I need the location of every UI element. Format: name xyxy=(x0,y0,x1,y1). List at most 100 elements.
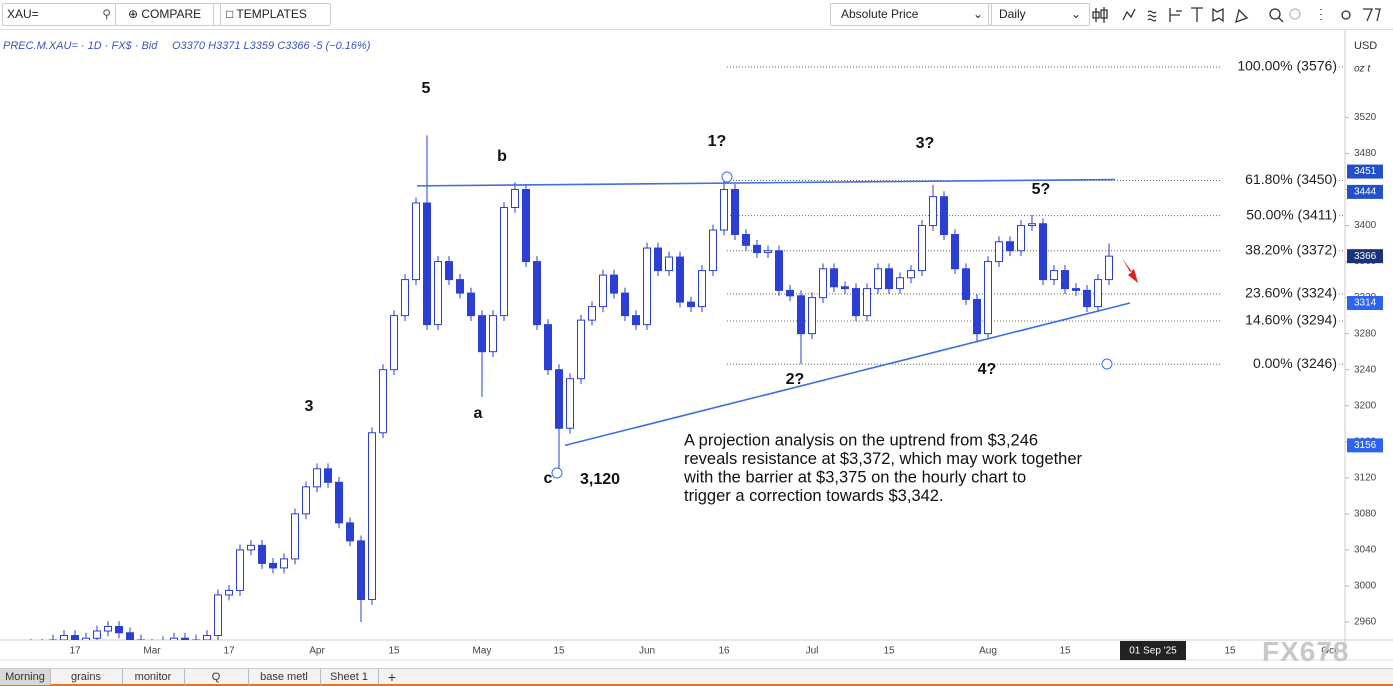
candle-body xyxy=(313,468,321,488)
candle-body xyxy=(665,256,673,272)
currency[interactable]: USD xyxy=(1354,40,1377,52)
candle-body xyxy=(467,292,475,317)
candle-body xyxy=(522,188,530,263)
price-tag-label: 3444 xyxy=(1354,187,1377,198)
candle-body xyxy=(357,540,365,600)
candle-body xyxy=(830,268,838,288)
wave-label: 4? xyxy=(978,361,997,378)
candle-body xyxy=(324,468,332,483)
candle-body xyxy=(412,202,420,281)
x-tick-label: 15 xyxy=(883,646,895,657)
candle-body xyxy=(984,261,992,335)
symbol-input[interactable]: XAU= ⚲ xyxy=(2,3,116,26)
x-tick-label: Apr xyxy=(309,646,325,657)
trendline-lower xyxy=(564,302,1131,447)
add-tab[interactable]: + xyxy=(387,669,397,685)
price-tag xyxy=(1347,296,1383,311)
y-tick-label: 3400 xyxy=(1354,220,1377,231)
candle-body xyxy=(225,589,233,596)
price-tag xyxy=(1347,184,1383,199)
candle-body xyxy=(841,286,849,290)
wave-label: 5 xyxy=(422,80,431,97)
tab[interactable]: Q xyxy=(184,669,249,685)
candle-body xyxy=(1105,255,1113,281)
candle-body xyxy=(203,634,211,640)
candle-body xyxy=(621,292,629,317)
interval-select[interactable]: Daily ⌄ xyxy=(988,3,1090,26)
y-tick-label: 3240 xyxy=(1354,364,1377,375)
candle-body xyxy=(291,513,299,560)
tab[interactable]: base metl xyxy=(248,669,321,685)
candle-body xyxy=(269,562,277,569)
x-tick-label: 17 xyxy=(223,646,235,657)
candle-body xyxy=(379,369,387,434)
candle-body xyxy=(126,632,134,640)
x-tick-label: 16 xyxy=(718,646,730,657)
candle-body xyxy=(698,270,706,308)
chart: PREC.M.XAU= · 1D · FX$ · Bid O3370 H3371… xyxy=(0,30,1393,668)
fib-label: 38.20% (3372) xyxy=(1245,241,1337,257)
annotation-line: trigger a correction towards $3,342. xyxy=(684,487,944,505)
tab[interactable]: grains xyxy=(50,669,123,685)
price-tag-label: 3314 xyxy=(1354,298,1377,309)
x-tick-label: 01 Sep '25 xyxy=(1129,646,1177,657)
candle-body xyxy=(995,241,1003,263)
price-tag-label: 3156 xyxy=(1354,440,1377,451)
search-icon: ⚲ xyxy=(102,7,111,21)
toolbar-icons[interactable] xyxy=(1088,4,1393,26)
templates-button[interactable]: □ TEMPLATES xyxy=(213,3,331,26)
candle-body xyxy=(1061,270,1069,290)
candle-body xyxy=(775,250,783,291)
candle-body xyxy=(181,637,189,640)
chevron: ⌄ xyxy=(1070,7,1081,21)
candle-body xyxy=(60,634,68,640)
candle-body xyxy=(489,315,497,353)
candle-body xyxy=(302,486,310,515)
x-tick-label: Oct xyxy=(1321,646,1337,657)
wave-label: a xyxy=(474,405,483,422)
candle-body xyxy=(368,432,376,600)
candle-body xyxy=(896,277,904,290)
price-mode: Absolute Price xyxy=(841,7,919,21)
x-tick-label: 17 xyxy=(69,646,81,657)
candle-body xyxy=(1072,288,1080,291)
interval: Daily xyxy=(999,7,1026,21)
candle-body xyxy=(434,261,442,326)
unit[interactable]: oz t xyxy=(1354,64,1371,75)
watermark: FX678 xyxy=(1262,636,1350,667)
compare-button[interactable]: ⊕ COMPARE xyxy=(115,3,221,26)
tab[interactable]: Sheet 1 xyxy=(320,669,379,685)
candle-body xyxy=(1083,289,1091,308)
candle-body xyxy=(962,268,970,300)
candle-body xyxy=(258,544,266,564)
tab[interactable]: monitor xyxy=(122,669,185,685)
chevron: ⌄ xyxy=(972,7,983,21)
price-tag xyxy=(1347,164,1383,179)
trendline-upper xyxy=(416,178,1116,187)
y-tick-label: 3080 xyxy=(1354,508,1377,519)
candle-body xyxy=(786,289,794,297)
candle-body xyxy=(929,196,937,227)
y-tick-label: 3040 xyxy=(1354,545,1377,556)
tab[interactable]: Morning xyxy=(0,669,51,685)
crosshair-date-box xyxy=(1120,641,1186,660)
candle-body xyxy=(1039,223,1047,281)
fib-label: 100.00% (3576) xyxy=(1237,58,1337,74)
x-tick-label: Aug xyxy=(979,646,997,657)
price-tag xyxy=(1347,249,1383,264)
candle-body xyxy=(1006,241,1014,252)
candle-body xyxy=(643,247,651,326)
candle-body xyxy=(170,637,178,640)
candle-body xyxy=(731,188,739,236)
wave-label: 3,120 xyxy=(580,471,620,488)
candle-body xyxy=(852,288,860,317)
candle-body xyxy=(401,279,409,317)
candle-body xyxy=(236,549,244,591)
candle-body xyxy=(555,369,563,429)
compare-label: COMPARE xyxy=(141,7,202,21)
candle-body xyxy=(951,234,959,270)
candle-body xyxy=(247,544,255,551)
x-tick-label: 15 xyxy=(388,646,400,657)
annotation-line: with the barrier at $3,375 on the hourly… xyxy=(683,468,1026,486)
price-mode-select[interactable]: Absolute Price ⌄ xyxy=(830,3,992,26)
